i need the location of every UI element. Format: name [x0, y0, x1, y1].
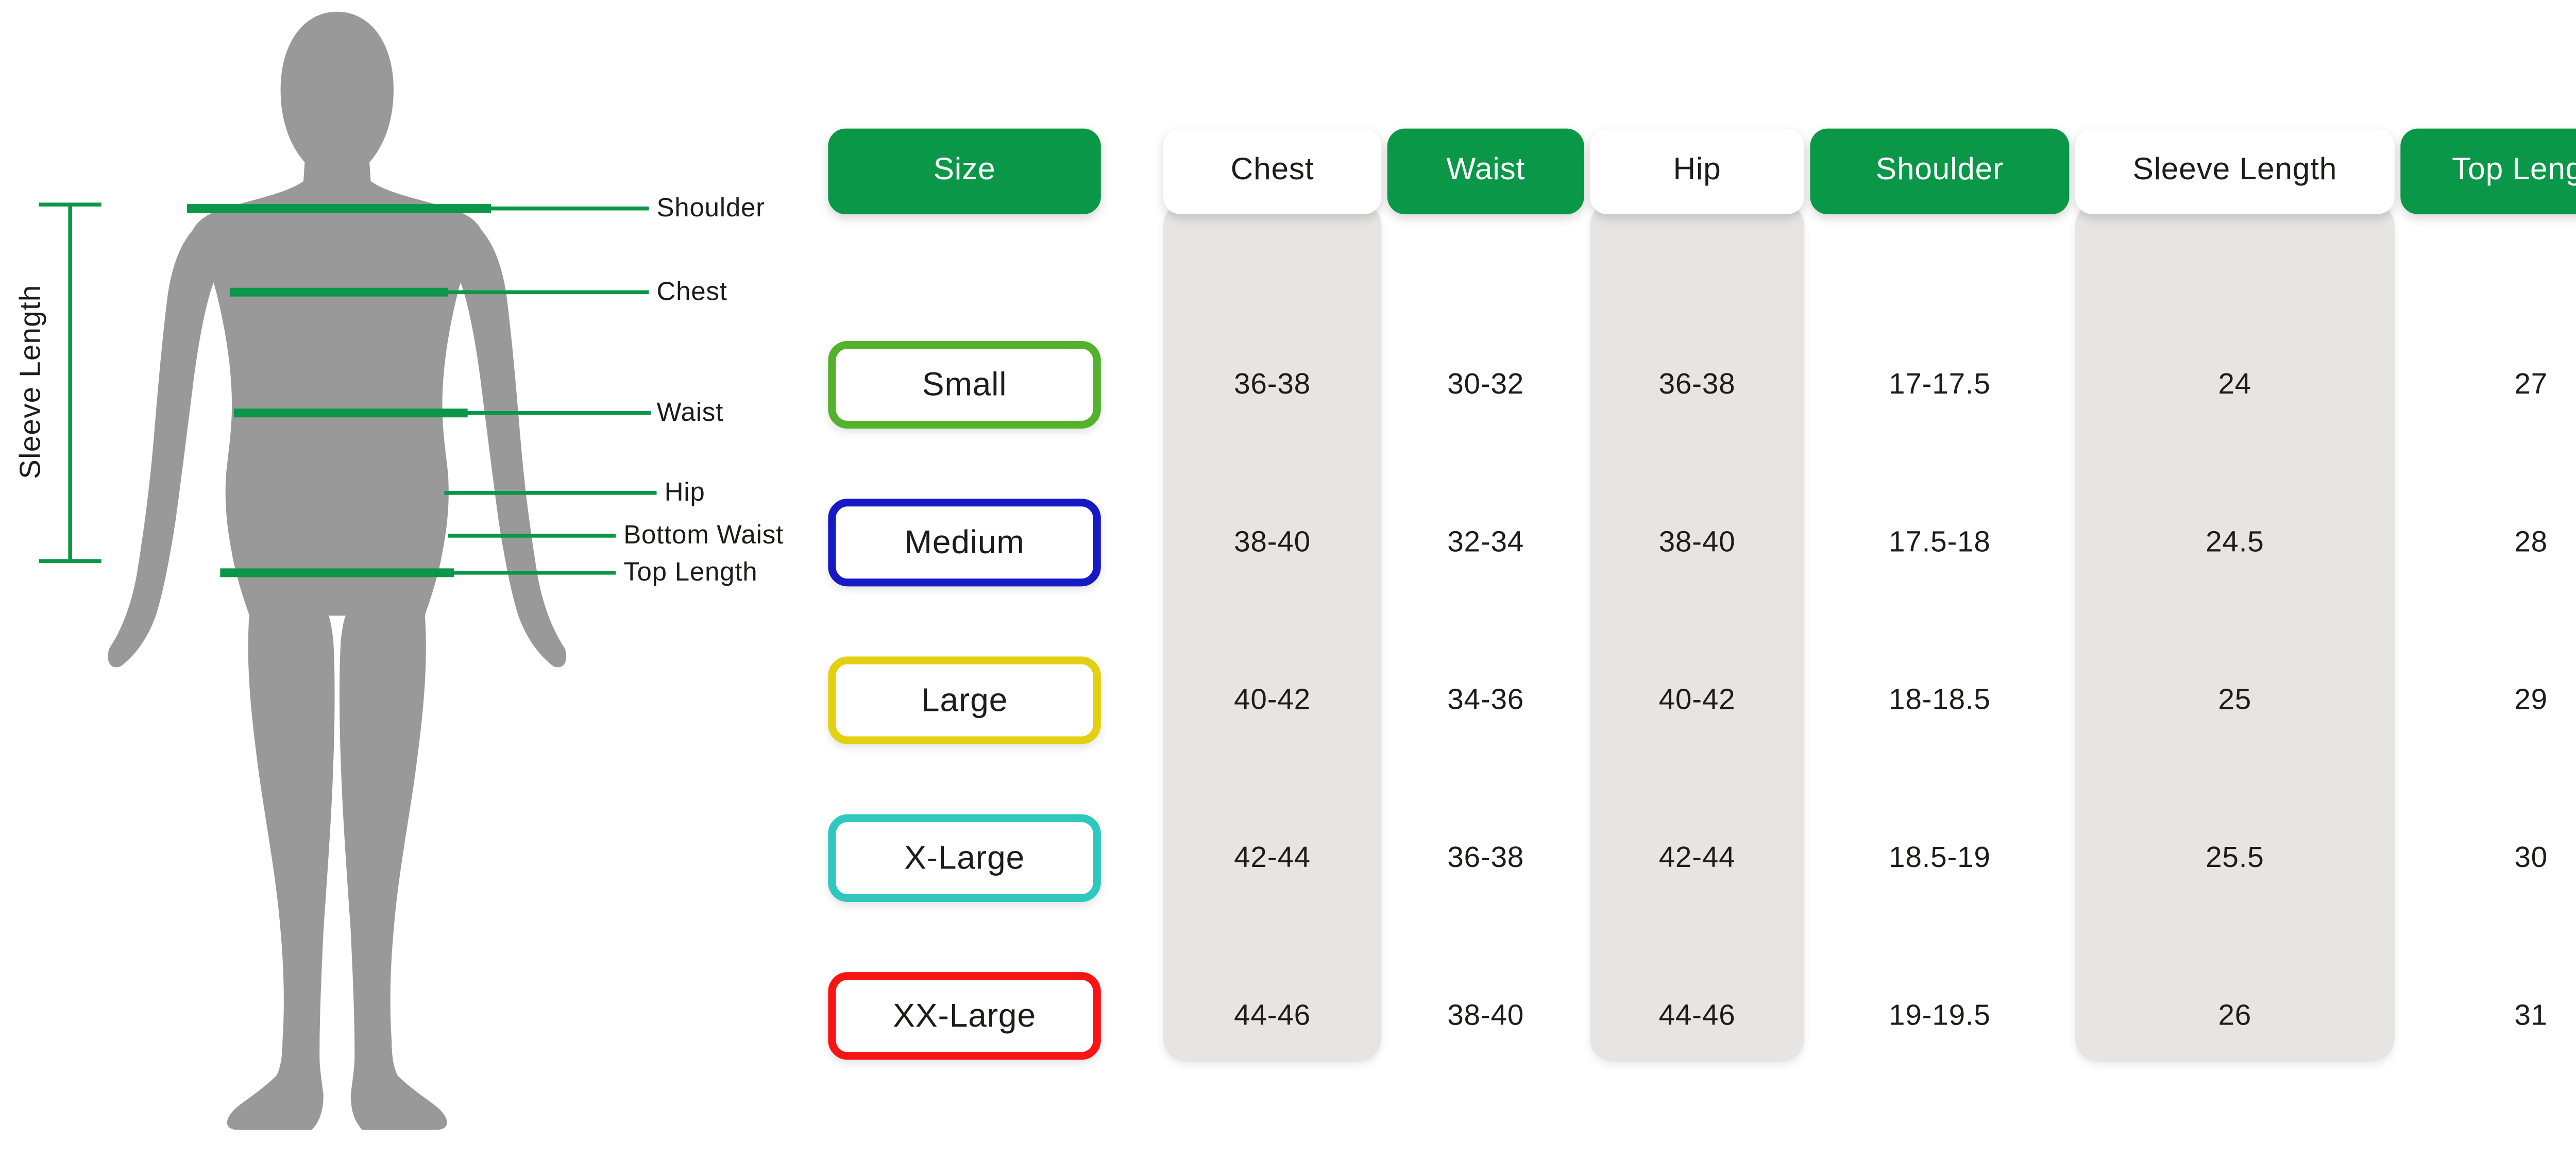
size-option-medium[interactable]: Medium	[828, 499, 1101, 587]
hand-thumb-notches	[163, 584, 511, 640]
table-cell: 38-40	[1658, 526, 1736, 559]
column-top-length: Top Length 27 28 29 30 31	[2400, 128, 2576, 1062]
table-cell: 38-40	[1447, 999, 1524, 1033]
table-cell: 44-46	[1234, 999, 1311, 1033]
table-cell: 40-42	[1658, 684, 1736, 717]
table-cell: 29	[2514, 684, 2548, 717]
sleeve-length-label: Sleeve Length	[14, 284, 48, 479]
table-cell: 36-38	[1234, 368, 1311, 402]
table-cell: 24.5	[2206, 526, 2264, 559]
table-cell: 19-19.5	[1889, 999, 1991, 1033]
column-header-shoulder: Shoulder	[1810, 128, 2070, 215]
measure-label-shoulder: Shoulder	[656, 193, 765, 223]
column-shoulder: Shoulder 17-17.5 17.5-18 18-18.5 18.5-19…	[1810, 128, 2070, 1062]
measure-label-chest: Chest	[656, 277, 727, 306]
table-cell: 32-34	[1447, 526, 1524, 559]
table-cell: 25.5	[2206, 841, 2264, 875]
size-option-x-large[interactable]: X-Large	[828, 814, 1101, 902]
table-cell: 25	[2218, 684, 2252, 717]
table-cell: 40-42	[1234, 684, 1311, 717]
table-cell: 36-38	[1447, 841, 1524, 875]
table-cell: 28	[2514, 526, 2548, 559]
measure-label-hip: Hip	[664, 477, 705, 507]
measure-label-waist: Waist	[656, 397, 724, 427]
table-cell: 24	[2218, 368, 2252, 402]
column-waist: Waist 30-32 32-34 34-36 36-38 38-40	[1387, 128, 1584, 1062]
table-cell: 30-32	[1447, 368, 1524, 402]
table-cell: 38-40	[1234, 526, 1311, 559]
column-header-waist: Waist	[1387, 128, 1584, 215]
size-column-header: Size	[828, 128, 1101, 215]
table-cell: 44-46	[1658, 999, 1736, 1033]
table-cell: 31	[2514, 999, 2548, 1033]
column-band	[1590, 202, 1805, 1062]
size-option-large[interactable]: Large	[828, 656, 1101, 744]
column-header-chest: Chest	[1163, 128, 1382, 215]
column-sleeve-length: Sleeve Length 24 24.5 25 25.5 26	[2075, 128, 2395, 1062]
sleeve-length-marker	[39, 202, 101, 563]
size-option-small[interactable]: Small	[828, 340, 1101, 429]
table-cell: 36-38	[1658, 368, 1736, 402]
column-header-hip: Hip	[1590, 128, 1805, 215]
table-cell: 27	[2514, 368, 2548, 402]
column-band	[1163, 202, 1382, 1062]
measure-label-top-length: Top Length	[623, 557, 758, 587]
column-chest: Chest 36-38 38-40 40-42 42-44 44-46	[1163, 128, 1382, 1062]
column-header-sleeve-length: Sleeve Length	[2075, 128, 2395, 215]
table-cell: 26	[2218, 999, 2252, 1033]
column-band	[2075, 202, 2395, 1062]
size-option-xx-large[interactable]: XX-Large	[828, 972, 1101, 1060]
measure-label-bottom-waist: Bottom Waist	[623, 520, 784, 550]
column-hip: Hip 36-38 38-40 40-42 42-44 44-46	[1590, 128, 1805, 1062]
body-measurement-diagram: Shoulder Chest Waist Hip Bottom Waist To…	[0, 0, 818, 1159]
table-cell: 30	[2514, 841, 2548, 875]
table-cell: 17-17.5	[1889, 368, 1991, 402]
size-column: Size Small Medium Large X-Large XX-Large	[828, 128, 1101, 1062]
column-header-top-length: Top Length	[2400, 128, 2576, 215]
measurement-lines	[39, 202, 657, 577]
table-cell: 42-44	[1658, 841, 1736, 875]
table-cell: 34-36	[1447, 684, 1524, 717]
table-cell: 18-18.5	[1889, 684, 1991, 717]
table-cell: 42-44	[1234, 841, 1311, 875]
table-cell: 17.5-18	[1889, 526, 1991, 559]
table-cell: 18.5-19	[1889, 841, 1991, 875]
body-silhouette	[39, 11, 657, 1130]
